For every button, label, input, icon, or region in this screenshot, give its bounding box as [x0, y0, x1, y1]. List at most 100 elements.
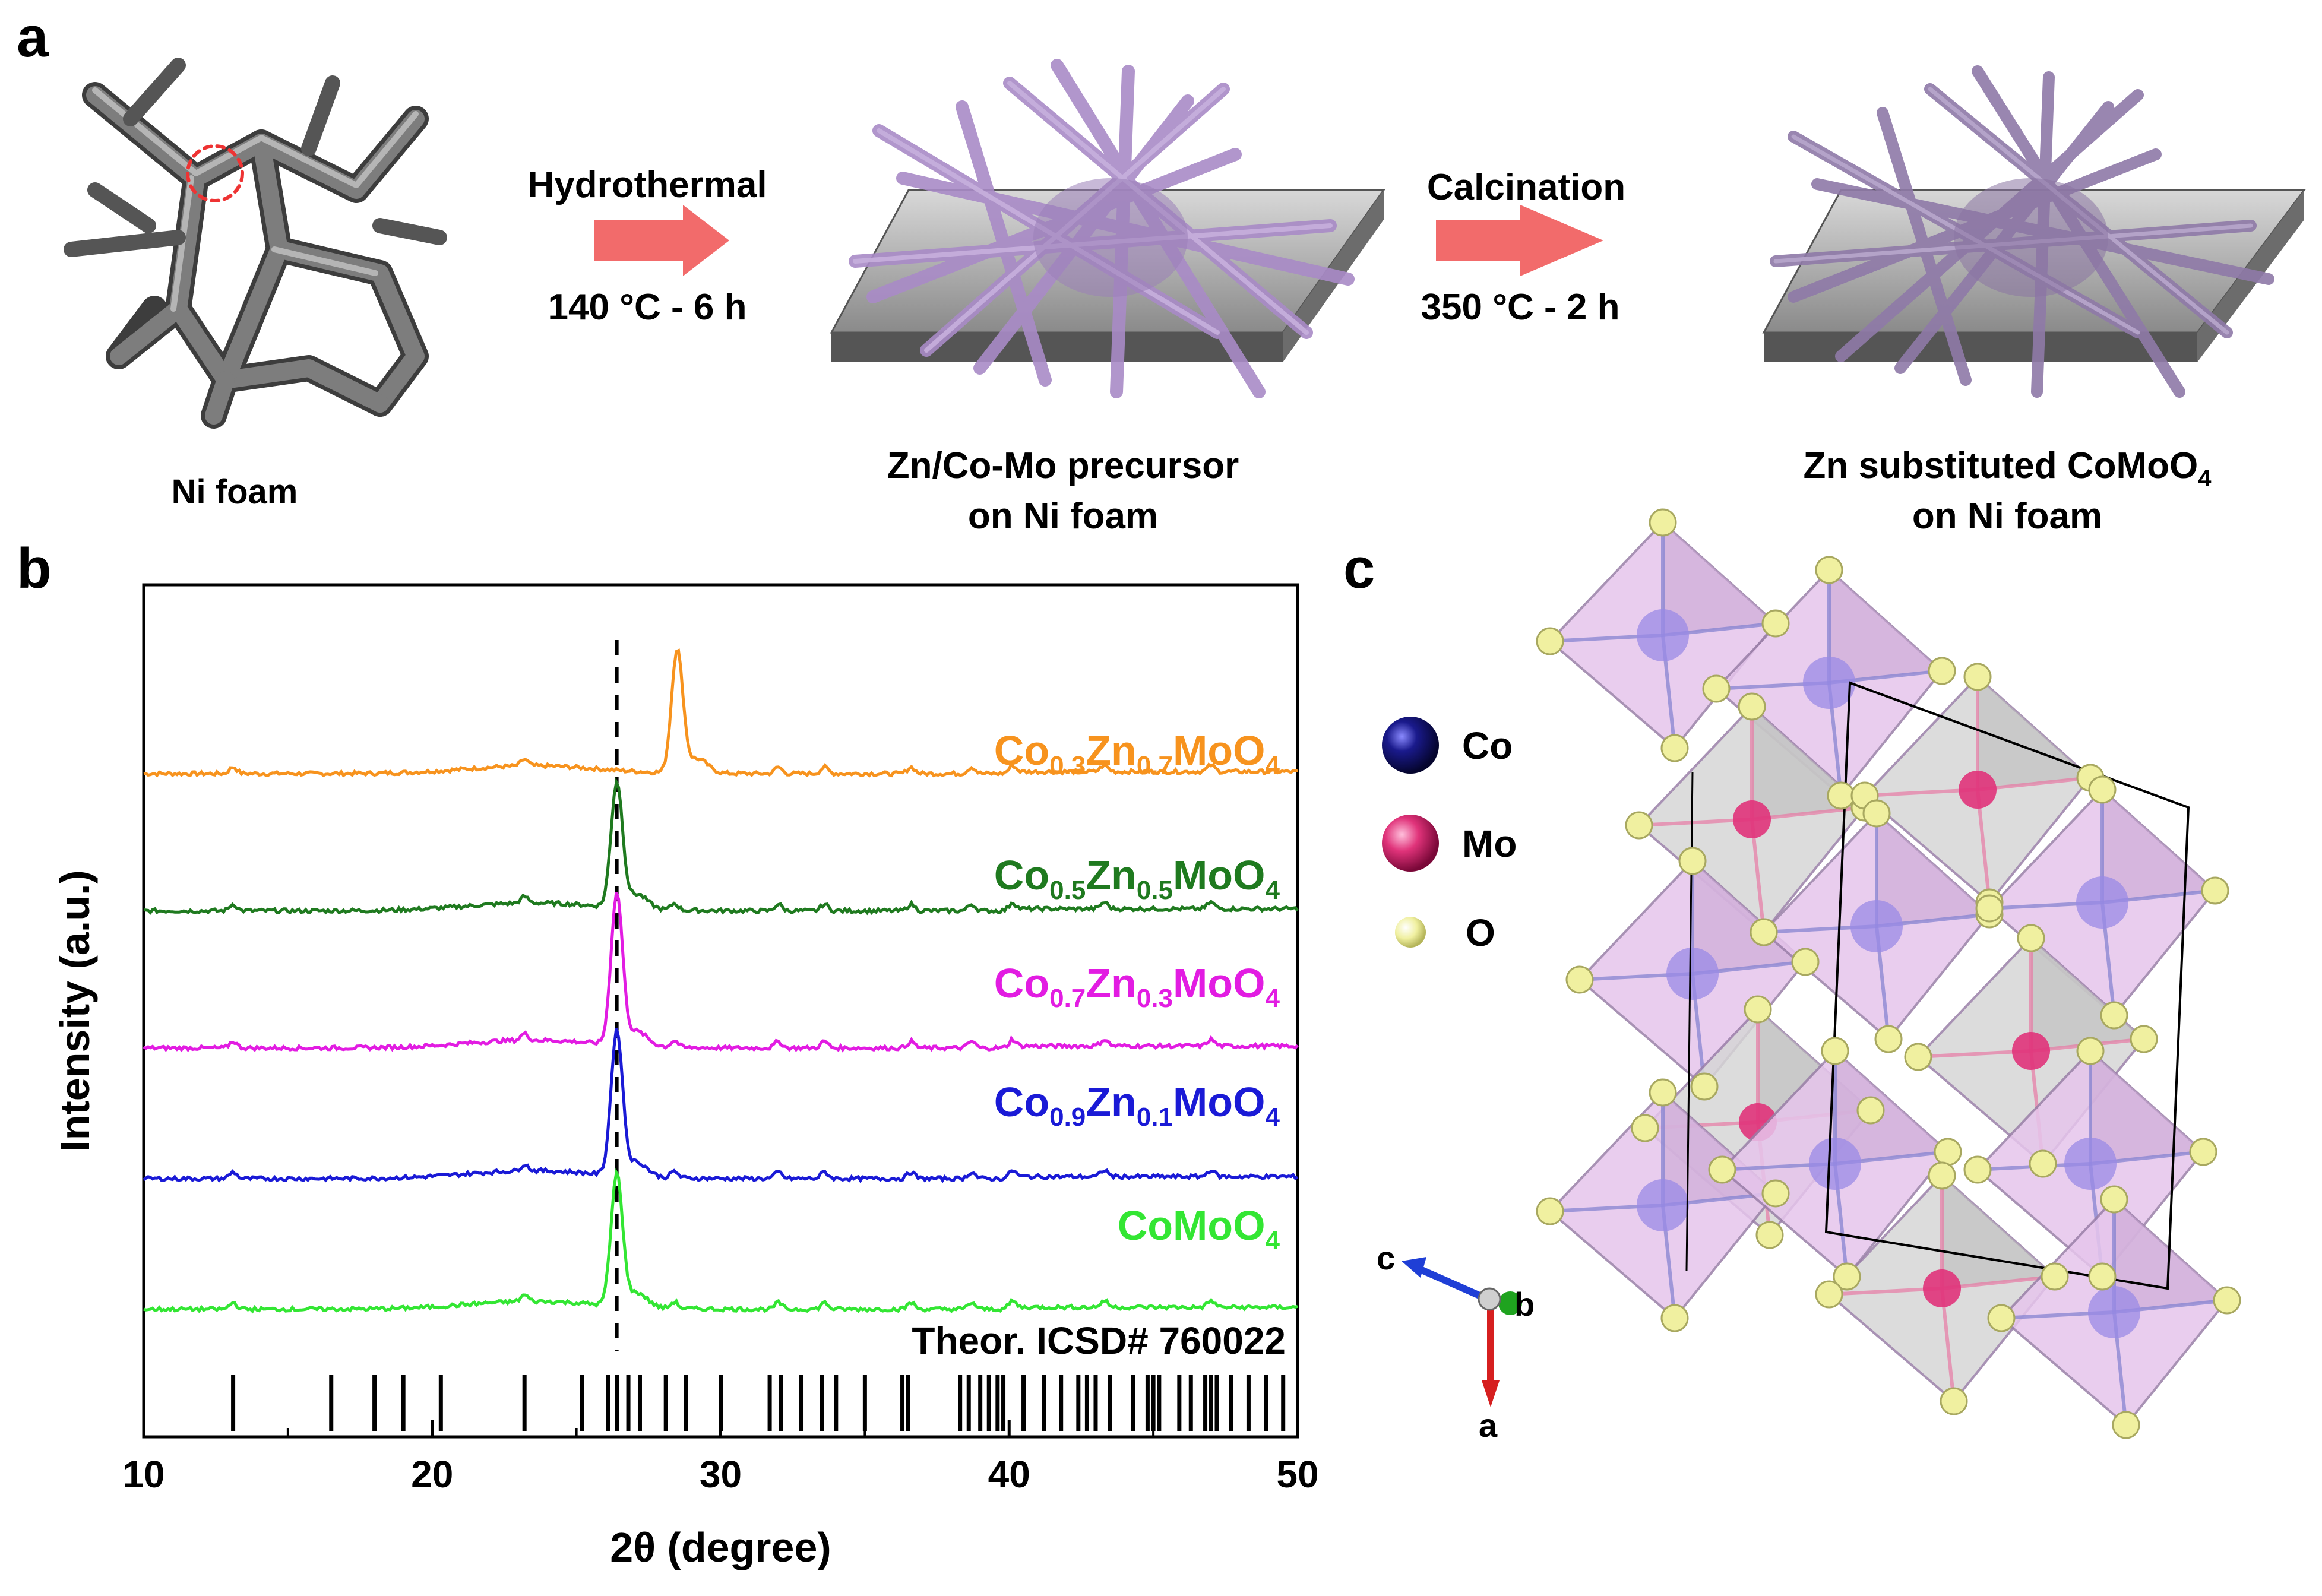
- series-label-0: Co0.3Zn0.7MoO4: [994, 727, 1280, 780]
- o-atom: [2213, 1286, 2241, 1315]
- o-atom: [2029, 1150, 2057, 1178]
- calcination-conditions: 350 °C - 2 h: [1421, 287, 1620, 328]
- product-label-line2: on Ni foam: [1912, 496, 2102, 537]
- co-atom: [1637, 609, 1689, 661]
- c-axis-arrowhead: [1402, 1257, 1426, 1278]
- o-atom: [1815, 556, 1843, 584]
- xrd-series-3: [143, 1027, 1299, 1183]
- axis-triad: c b a: [1377, 1239, 1535, 1444]
- polyhedron-face: [1829, 570, 1942, 683]
- o-atom: [1815, 1280, 1843, 1309]
- xrd-series-1: [143, 777, 1299, 916]
- co-atom: [1666, 948, 1719, 1000]
- calcination-arrow: [1436, 205, 1603, 276]
- product-label-line1: Zn substituted CoMoO4: [1804, 445, 2212, 492]
- o-atom: [1744, 995, 1772, 1024]
- o-atom: [1827, 781, 1855, 810]
- axis-label-c: c: [1377, 1239, 1395, 1277]
- o-atom: [1755, 1221, 1784, 1249]
- mo-atom: [1733, 800, 1771, 838]
- y-axis-title: Intensity (a.u.): [52, 870, 98, 1151]
- o-atom: [1904, 1043, 1932, 1071]
- a-axis-arrowhead: [1482, 1380, 1500, 1407]
- o-atom: [1821, 1037, 1849, 1065]
- polyhedron-face: [1693, 861, 1805, 974]
- o-atom: [1934, 1138, 1962, 1166]
- o-atom: [2076, 1037, 2105, 1065]
- polyhedron-face: [1942, 1176, 2055, 1288]
- co-atom: [1803, 657, 1855, 709]
- legend-o-label: O: [1466, 911, 1495, 954]
- o-atom: [1678, 847, 1707, 875]
- co-atom: [1809, 1138, 1861, 1190]
- axis-label-b: b: [1514, 1285, 1535, 1323]
- xrd-series-4: [143, 1167, 1298, 1314]
- precursor-illustration: [830, 59, 1385, 398]
- o-atom: [2130, 1025, 2158, 1053]
- o-atom: [2088, 775, 2117, 804]
- x-tick-label: 40: [988, 1453, 1030, 1496]
- polyhedron-face: [1663, 522, 1776, 635]
- series-label-1: Co0.5Zn0.5MoO4: [994, 852, 1280, 905]
- o-atom-icon: [1395, 917, 1426, 948]
- o-atom: [2088, 1262, 2117, 1291]
- co-atom: [2064, 1138, 2117, 1190]
- calcination-label: Calcination: [1427, 167, 1625, 208]
- o-atom: [1761, 1179, 1790, 1208]
- mo-atom: [1923, 1269, 1961, 1307]
- ni-foam-illustration: [64, 58, 447, 429]
- o-atom: [1565, 965, 1594, 994]
- ni-foam-label: Ni foam: [172, 473, 298, 511]
- o-atom: [1631, 1114, 1659, 1142]
- panel-label-c: c: [1343, 537, 1375, 600]
- o-atom: [1761, 609, 1790, 638]
- series-label-3: Co0.9Zn0.1MoO4: [994, 1079, 1280, 1132]
- o-atom: [1833, 1262, 1861, 1291]
- mo-atom: [2012, 1032, 2050, 1070]
- o-atom: [1940, 1387, 1968, 1416]
- mo-atom-icon: [1382, 815, 1439, 872]
- x-tick-label: 30: [700, 1453, 742, 1496]
- o-atom: [2189, 1138, 2217, 1166]
- o-atom: [1874, 1025, 1903, 1053]
- o-atom: [1708, 1155, 1736, 1184]
- hydrothermal-label: Hydrothermal: [527, 164, 767, 205]
- co-atom: [2088, 1286, 2140, 1338]
- polyhedron-face: [1978, 677, 2090, 790]
- xrd-series-0: [143, 648, 1298, 778]
- co-atom: [1637, 1179, 1689, 1231]
- polyhedron-face: [2102, 790, 2215, 902]
- b-axis-marker: [1498, 1291, 1522, 1315]
- x-tick-label: 50: [1276, 1453, 1318, 1496]
- o-atom: [1536, 627, 1564, 656]
- o-atom: [1975, 894, 2004, 923]
- hydrothermal-conditions: 140 °C - 6 h: [548, 287, 747, 328]
- o-atom: [1738, 692, 1766, 721]
- reference-label: Theor. ICSD# 760022: [912, 1319, 1286, 1362]
- o-atom: [1928, 657, 1956, 685]
- o-atom: [1862, 799, 1891, 828]
- co-atom: [1850, 900, 1903, 952]
- x-axis-title: 2θ (degree): [610, 1524, 831, 1570]
- o-atom: [1963, 663, 1992, 691]
- o-atom: [1690, 1072, 1719, 1101]
- o-atom: [1963, 1155, 1992, 1184]
- o-atom: [2100, 1185, 2128, 1214]
- o-atom: [1625, 811, 1653, 840]
- xrd-chart: 10 20 30 40 50 2θ (degree) Intensity (a.u.) Co0…: [52, 583, 1319, 1570]
- o-atom: [1649, 1078, 1677, 1107]
- polyhedron-face: [1877, 813, 1989, 926]
- polyhedron-face: [1835, 1051, 1948, 1164]
- co-atom-icon: [1382, 717, 1439, 774]
- o-atom: [2112, 1411, 2140, 1439]
- o-atom: [1856, 1096, 1885, 1125]
- crystal-structure: [1536, 508, 2241, 1439]
- o-atom: [1791, 948, 1820, 976]
- precursor-label-line1: Zn/Co-Mo precursor: [887, 445, 1239, 486]
- o-atom: [1536, 1197, 1564, 1226]
- mo-atom: [1959, 771, 1997, 809]
- co-atom: [2076, 876, 2128, 929]
- legend-mo-label: Mo: [1462, 822, 1517, 865]
